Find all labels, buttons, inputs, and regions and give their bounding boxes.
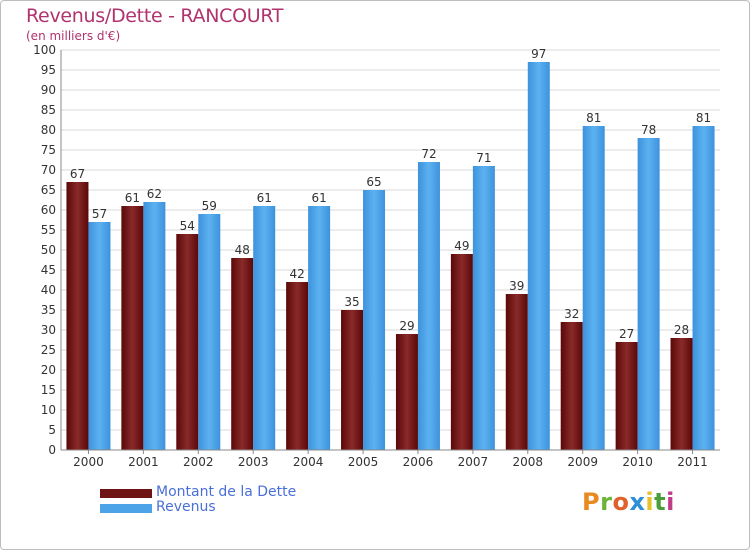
bar-revenus-2001 bbox=[143, 202, 166, 450]
data-label-revenus-2000: 57 bbox=[92, 207, 107, 221]
data-label-debt-2005: 35 bbox=[344, 295, 359, 309]
logo-letter: P bbox=[582, 488, 601, 516]
x-tick-label: 2001 bbox=[128, 455, 159, 469]
x-tick-label: 2011 bbox=[677, 455, 708, 469]
bar-debt-2001 bbox=[121, 206, 144, 450]
x-tick-label: 2010 bbox=[622, 455, 653, 469]
bar-revenus-2000 bbox=[88, 222, 111, 450]
bar-revenus-2008 bbox=[527, 62, 550, 450]
bar-revenus-2010 bbox=[637, 138, 660, 450]
y-tick-label: 30 bbox=[41, 323, 56, 337]
y-tick-label: 25 bbox=[41, 343, 56, 357]
data-label-revenus-2004: 61 bbox=[311, 191, 326, 205]
bar-debt-2004 bbox=[286, 282, 309, 450]
proxiti-logo: Proxiti bbox=[582, 488, 675, 516]
legend-swatch-debt bbox=[100, 489, 152, 498]
bar-debt-2010 bbox=[615, 342, 638, 450]
logo-letter: i bbox=[645, 488, 655, 516]
data-label-revenus-2001: 62 bbox=[147, 187, 162, 201]
bar-debt-2005 bbox=[341, 310, 364, 450]
x-tick-label: 2002 bbox=[183, 455, 214, 469]
y-tick-label: 65 bbox=[41, 183, 56, 197]
logo-letter: t bbox=[654, 488, 667, 516]
bar-debt-2009 bbox=[560, 322, 583, 450]
bar-debt-2011 bbox=[670, 338, 693, 450]
x-tick-label: 2006 bbox=[403, 455, 434, 469]
bar-revenus-2011 bbox=[692, 126, 715, 450]
bar-debt-2007 bbox=[450, 254, 473, 450]
bar-revenus-2005 bbox=[363, 190, 386, 450]
y-tick-label: 45 bbox=[41, 263, 56, 277]
y-tick-label: 75 bbox=[41, 143, 56, 157]
x-tick-label: 2009 bbox=[567, 455, 598, 469]
data-label-debt-2007: 49 bbox=[454, 239, 469, 253]
data-label-debt-2010: 27 bbox=[619, 327, 634, 341]
y-tick-label: 60 bbox=[41, 203, 56, 217]
y-tick-label: 85 bbox=[41, 103, 56, 117]
data-label-revenus-2009: 81 bbox=[586, 111, 601, 125]
logo-letter: o bbox=[612, 488, 630, 516]
bar-revenus-2007 bbox=[472, 166, 495, 450]
y-tick-label: 80 bbox=[41, 123, 56, 137]
data-label-revenus-2011: 81 bbox=[696, 111, 711, 125]
data-label-revenus-2008: 97 bbox=[531, 47, 546, 61]
y-tick-label: 5 bbox=[48, 423, 56, 437]
data-label-revenus-2003: 61 bbox=[257, 191, 272, 205]
logo-letter: x bbox=[629, 488, 646, 516]
legend-label-debt: Montant de la Dette bbox=[156, 484, 297, 500]
chart-subtitle: (en milliers d'€) bbox=[26, 29, 121, 43]
logo-letter: i bbox=[666, 488, 675, 516]
data-label-debt-2003: 48 bbox=[235, 243, 250, 257]
data-label-debt-2006: 29 bbox=[399, 319, 414, 333]
data-label-debt-2000: 67 bbox=[70, 167, 85, 181]
data-label-debt-2004: 42 bbox=[289, 267, 304, 281]
logo-letter: r bbox=[600, 488, 613, 516]
bar-debt-2003 bbox=[231, 258, 254, 450]
bar-revenus-2004 bbox=[308, 206, 331, 450]
bar-revenus-2009 bbox=[582, 126, 605, 450]
bar-debt-2008 bbox=[505, 294, 528, 450]
x-tick-label: 2007 bbox=[458, 455, 489, 469]
data-label-debt-2011: 28 bbox=[674, 323, 689, 337]
x-tick-label: 2005 bbox=[348, 455, 379, 469]
y-tick-label: 100 bbox=[33, 43, 56, 57]
y-tick-label: 50 bbox=[41, 243, 56, 257]
legend-swatch-revenus bbox=[100, 504, 152, 513]
y-tick-label: 95 bbox=[41, 63, 56, 77]
data-label-revenus-2005: 65 bbox=[366, 175, 381, 189]
data-label-revenus-2010: 78 bbox=[641, 123, 656, 137]
x-tick-label: 2003 bbox=[238, 455, 269, 469]
y-tick-label: 35 bbox=[41, 303, 56, 317]
y-tick-label: 40 bbox=[41, 283, 56, 297]
chart-title: Revenus/Dette - RANCOURT bbox=[26, 5, 284, 27]
data-label-debt-2002: 54 bbox=[180, 219, 195, 233]
bar-debt-2000 bbox=[66, 182, 89, 450]
legend-label-revenus: Revenus bbox=[156, 499, 216, 515]
bar-revenus-2002 bbox=[198, 214, 221, 450]
bar-debt-2002 bbox=[176, 234, 199, 450]
data-label-revenus-2006: 72 bbox=[421, 147, 436, 161]
y-tick-label: 0 bbox=[48, 443, 56, 457]
y-tick-label: 55 bbox=[41, 223, 56, 237]
x-tick-label: 2000 bbox=[73, 455, 104, 469]
bar-revenus-2006 bbox=[417, 162, 440, 450]
y-tick-label: 20 bbox=[41, 363, 56, 377]
bar-debt-2006 bbox=[395, 334, 418, 450]
data-label-revenus-2007: 71 bbox=[476, 151, 491, 165]
data-label-debt-2001: 61 bbox=[125, 191, 140, 205]
data-label-debt-2009: 32 bbox=[564, 307, 579, 321]
x-tick-label: 2008 bbox=[513, 455, 544, 469]
x-tick-label: 2004 bbox=[293, 455, 324, 469]
data-label-revenus-2002: 59 bbox=[202, 199, 217, 213]
bar-revenus-2003 bbox=[253, 206, 276, 450]
y-tick-label: 70 bbox=[41, 163, 56, 177]
y-tick-label: 15 bbox=[41, 383, 56, 397]
y-tick-label: 90 bbox=[41, 83, 56, 97]
data-label-debt-2008: 39 bbox=[509, 279, 524, 293]
y-tick-label: 10 bbox=[41, 403, 56, 417]
